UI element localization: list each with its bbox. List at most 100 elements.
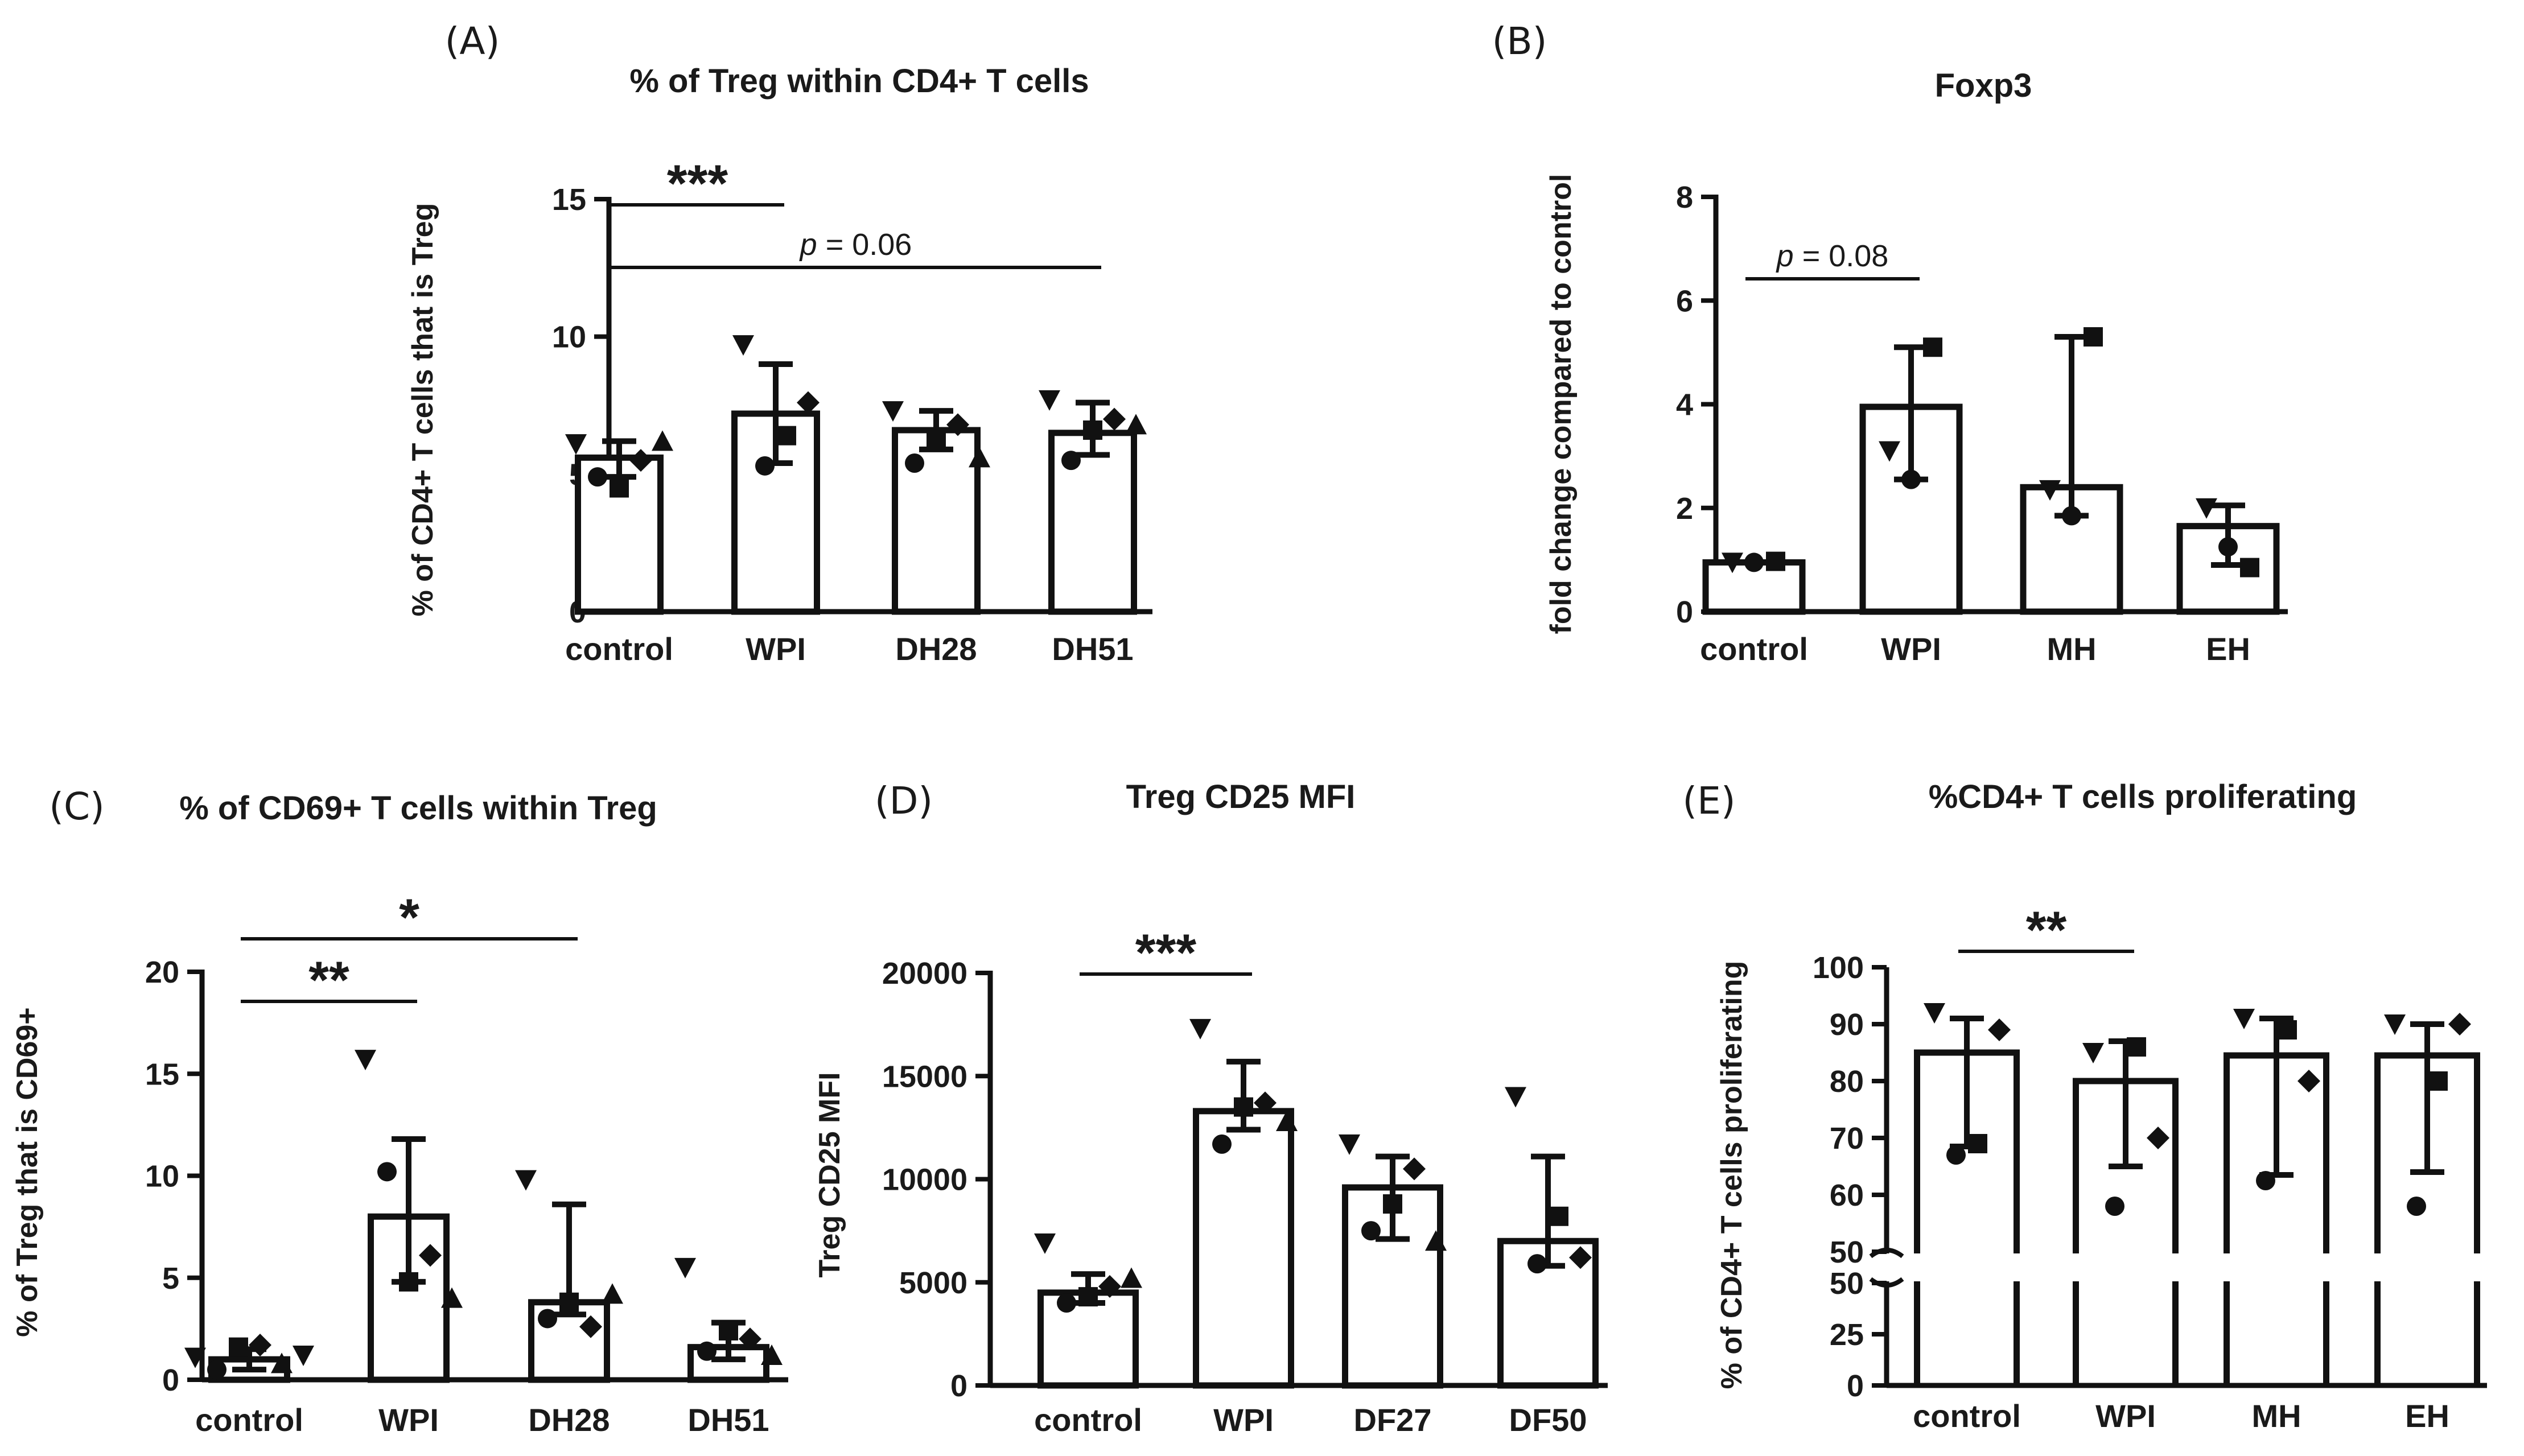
data-point	[1923, 337, 1942, 357]
data-point	[2407, 1197, 2426, 1216]
data-point	[2428, 1071, 2448, 1091]
chart-title: % of Treg within CD4+ T cells	[629, 63, 1089, 100]
x-tick-label: EH	[2405, 1398, 2449, 1434]
y-tick-label: 0	[162, 1363, 179, 1397]
data-point	[1722, 552, 1743, 574]
p-symbol: p	[799, 228, 826, 262]
data-point	[1569, 1246, 1592, 1269]
p-value-label: p = 0.08	[1776, 239, 1889, 273]
data-point	[1276, 1111, 1298, 1131]
x-tick-label: control	[565, 631, 673, 667]
p-value: = 0.06	[826, 228, 912, 262]
data-point	[755, 456, 775, 476]
x-tick-label: control	[1913, 1398, 2021, 1434]
y-tick-label: 5000	[899, 1266, 967, 1300]
y-tick-label: 50	[1830, 1235, 1864, 1269]
panel-C: (C) % of CD69+ T cells within Treg % of Tr…	[11, 785, 788, 1438]
panel-E: (E) %CD4+ T cells proliferating % of CD4+ …	[1682, 778, 2487, 1434]
data-point	[2147, 1127, 2169, 1149]
data-point	[2233, 1009, 2255, 1029]
data-point	[1988, 1018, 2011, 1041]
chart-title: Foxp3	[1935, 67, 2032, 104]
data-point	[1946, 1145, 1966, 1165]
y-axis-label: Treg CD25 MFI	[813, 1072, 846, 1277]
data-point	[1121, 1267, 1142, 1288]
data-point	[1057, 1293, 1076, 1313]
data-point	[2084, 327, 2103, 347]
data-point	[207, 1360, 227, 1380]
data-point	[565, 434, 587, 455]
data-point	[355, 1050, 376, 1071]
y-axis-label: % of Treg that is CD69+	[11, 1007, 44, 1337]
y-tick-label: 0	[1847, 1369, 1864, 1403]
y-tick-label: 25	[1830, 1318, 1864, 1352]
data-point	[1383, 1194, 1402, 1214]
x-tick-label: WPI	[378, 1402, 439, 1438]
data-point	[946, 413, 969, 436]
data-point	[1212, 1134, 1232, 1154]
bar-WPI	[1193, 1108, 1294, 1389]
y-tick-label: 0	[1676, 595, 1693, 629]
y-tick-label: 100	[1813, 951, 1864, 985]
data-point	[2240, 558, 2259, 578]
data-point	[1039, 390, 1060, 411]
panel-label: (B)	[1492, 19, 1547, 63]
x-tick-label: control	[1700, 631, 1808, 667]
y-tick-label: 0	[950, 1369, 967, 1403]
data-point	[1254, 1091, 1277, 1115]
data-point	[2256, 1171, 2275, 1190]
y-tick-label: 4	[1676, 388, 1693, 422]
data-point	[674, 1257, 696, 1278]
data-point	[229, 1337, 248, 1357]
data-point	[2196, 498, 2217, 519]
y-tick-label: 80	[1830, 1065, 1864, 1099]
y-tick-label: 10	[552, 320, 586, 354]
x-tick-label: DH28	[528, 1402, 610, 1438]
chart-title: %CD4+ T cells proliferating	[1929, 778, 2357, 815]
data-point	[1744, 552, 1764, 572]
data-point	[652, 430, 673, 451]
data-point	[1078, 1287, 1098, 1307]
data-point	[1505, 1087, 1526, 1108]
data-point	[1361, 1221, 1381, 1241]
data-point	[271, 1352, 293, 1373]
data-point	[1083, 420, 1102, 440]
y-tick-label: 60	[1830, 1178, 1864, 1212]
y-tick-label: 10	[145, 1160, 179, 1194]
data-point	[797, 391, 820, 414]
x-tick-label: MH	[2251, 1398, 2301, 1434]
x-tick-label: DH51	[1052, 631, 1133, 667]
data-point	[559, 1292, 579, 1312]
data-point	[629, 449, 652, 472]
data-point	[1901, 469, 1921, 489]
y-tick-label: 90	[1830, 1008, 1864, 1042]
data-point	[969, 447, 990, 468]
data-point	[927, 428, 946, 448]
y-tick-label: 8	[1676, 180, 1693, 215]
data-point	[441, 1287, 463, 1308]
y-axis-label: % of CD4+ T cells that is Treg	[406, 203, 439, 617]
data-point	[538, 1309, 557, 1329]
data-point	[579, 1315, 602, 1338]
data-point	[1766, 551, 1785, 571]
data-point	[2127, 1037, 2146, 1057]
x-tick-label: WPI	[2095, 1398, 2156, 1434]
panel-B: (B) Foxp3 fold change compared to control 0…	[1492, 19, 2288, 667]
x-tick-label: WPI	[746, 631, 806, 667]
x-tick-label: DH51	[687, 1402, 769, 1438]
bar-control	[1037, 1289, 1139, 1389]
y-tick-label: 15	[145, 1057, 179, 1091]
data-point	[1061, 451, 1081, 471]
y-tick-label: 50	[1830, 1267, 1864, 1301]
data-point	[184, 1347, 206, 1368]
x-tick-label: DF27	[1354, 1402, 1432, 1438]
data-point	[1968, 1134, 1987, 1153]
data-point	[2105, 1197, 2124, 1216]
data-point	[1339, 1134, 1360, 1155]
panel-label: (C)	[49, 785, 105, 828]
y-tick-label: 10000	[882, 1163, 967, 1197]
data-point	[515, 1170, 537, 1191]
significance-stars: ***	[667, 155, 728, 213]
x-tick-label: control	[1034, 1402, 1142, 1438]
